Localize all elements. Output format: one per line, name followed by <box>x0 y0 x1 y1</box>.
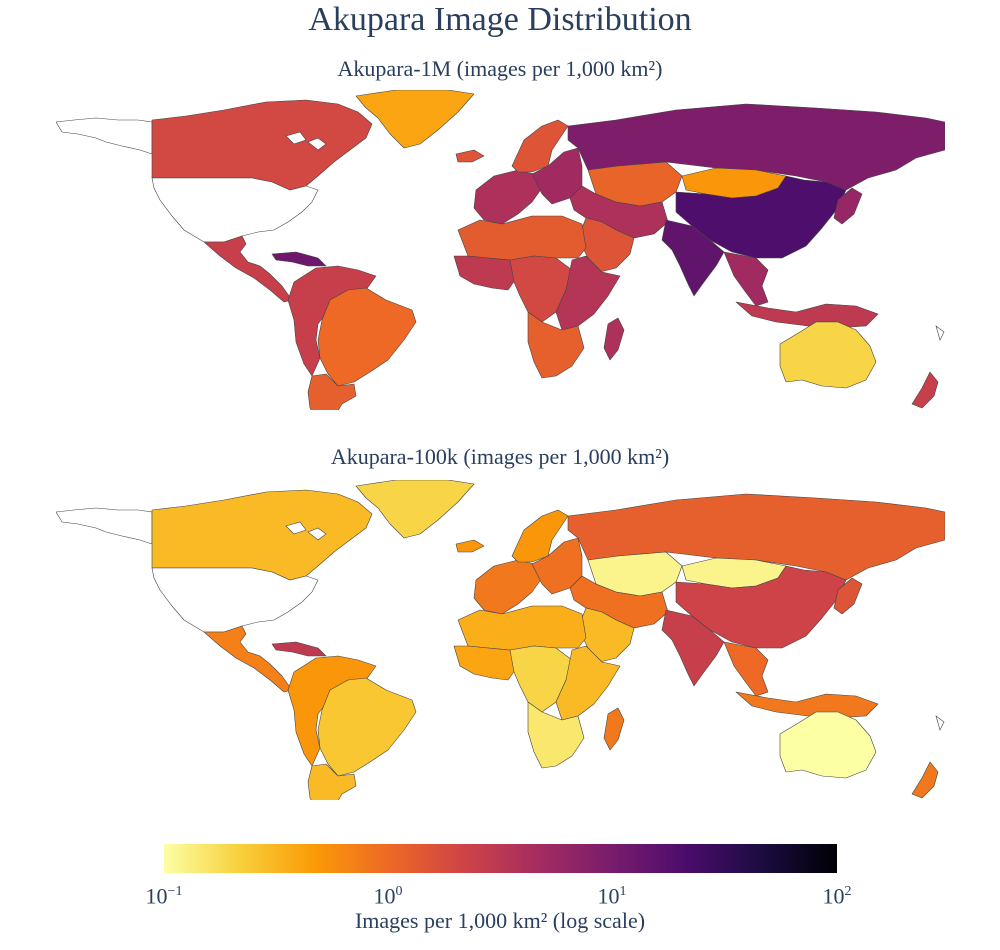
region-east-africa[interactable] <box>555 255 621 331</box>
region-japan[interactable] <box>833 187 863 225</box>
region-brazil[interactable] <box>317 287 417 387</box>
region-eastern-europe[interactable] <box>531 147 583 205</box>
region-south-america-south[interactable] <box>307 763 357 800</box>
region-north-africa[interactable] <box>457 215 587 261</box>
region-brazil[interactable] <box>317 677 417 777</box>
colorbar-tick-3: 102 <box>822 883 852 909</box>
region-alaska[interactable] <box>56 117 153 155</box>
region-east-africa[interactable] <box>555 645 621 721</box>
small-island <box>285 521 307 535</box>
region-western-europe[interactable] <box>473 559 543 615</box>
region-southeast-asia[interactable] <box>723 641 769 697</box>
region-indonesia[interactable] <box>735 691 879 719</box>
colorbar-gradient <box>164 844 837 873</box>
region-india[interactable] <box>661 219 725 297</box>
region-greenland[interactable] <box>355 480 475 539</box>
region-usa[interactable] <box>151 177 319 243</box>
region-australia[interactable] <box>779 321 877 389</box>
region-scandinavia[interactable] <box>511 509 569 563</box>
region-new-zealand[interactable] <box>911 761 939 799</box>
region-australia[interactable] <box>779 711 877 779</box>
colorbar-tick-1: 100 <box>373 883 403 909</box>
colorbar-title: Images per 1,000 km² (log scale) <box>354 908 646 933</box>
region-mexico-central-america[interactable] <box>203 235 293 303</box>
colorbar-tick-2: 101 <box>597 883 627 909</box>
world-map-1m[interactable] <box>56 90 945 410</box>
region-iceland[interactable] <box>455 149 485 163</box>
region-southern-africa[interactable] <box>527 311 585 379</box>
region-caribbean[interactable] <box>271 641 327 657</box>
region-indonesia[interactable] <box>735 301 879 329</box>
small-island <box>935 715 945 731</box>
region-iceland[interactable] <box>455 539 485 553</box>
region-canada[interactable] <box>151 489 373 581</box>
region-madagascar[interactable] <box>603 317 625 361</box>
region-canada[interactable] <box>151 99 373 191</box>
region-scandinavia[interactable] <box>511 119 569 173</box>
region-caribbean[interactable] <box>271 251 327 267</box>
region-alaska[interactable] <box>56 507 153 545</box>
map-1m-subtitle: Akupara-1M (images per 1,000 km²) <box>337 56 663 81</box>
region-new-zealand[interactable] <box>911 371 939 409</box>
region-madagascar[interactable] <box>603 707 625 751</box>
colorbar <box>164 844 837 873</box>
region-western-europe[interactable] <box>473 169 543 225</box>
region-west-africa[interactable] <box>453 645 519 681</box>
region-mexico-central-america[interactable] <box>203 625 293 693</box>
colorbar-tick-0: 10−1 <box>145 883 183 909</box>
region-north-africa[interactable] <box>457 605 587 651</box>
region-japan[interactable] <box>833 577 863 615</box>
map-100k-subtitle: Akupara-100k (images per 1,000 km²) <box>330 444 670 469</box>
figure-title: Akupara Image Distribution <box>308 1 692 38</box>
region-eastern-europe[interactable] <box>531 537 583 595</box>
region-usa[interactable] <box>151 567 319 633</box>
region-greenland[interactable] <box>355 90 475 149</box>
small-island <box>935 325 945 341</box>
small-island <box>307 527 327 541</box>
region-southern-africa[interactable] <box>527 701 585 769</box>
world-map-100k[interactable] <box>56 480 945 800</box>
region-south-america-south[interactable] <box>307 373 357 410</box>
region-southeast-asia[interactable] <box>723 251 769 307</box>
small-island <box>307 137 327 151</box>
region-west-africa[interactable] <box>453 255 519 291</box>
region-india[interactable] <box>661 609 725 687</box>
small-island <box>285 131 307 145</box>
